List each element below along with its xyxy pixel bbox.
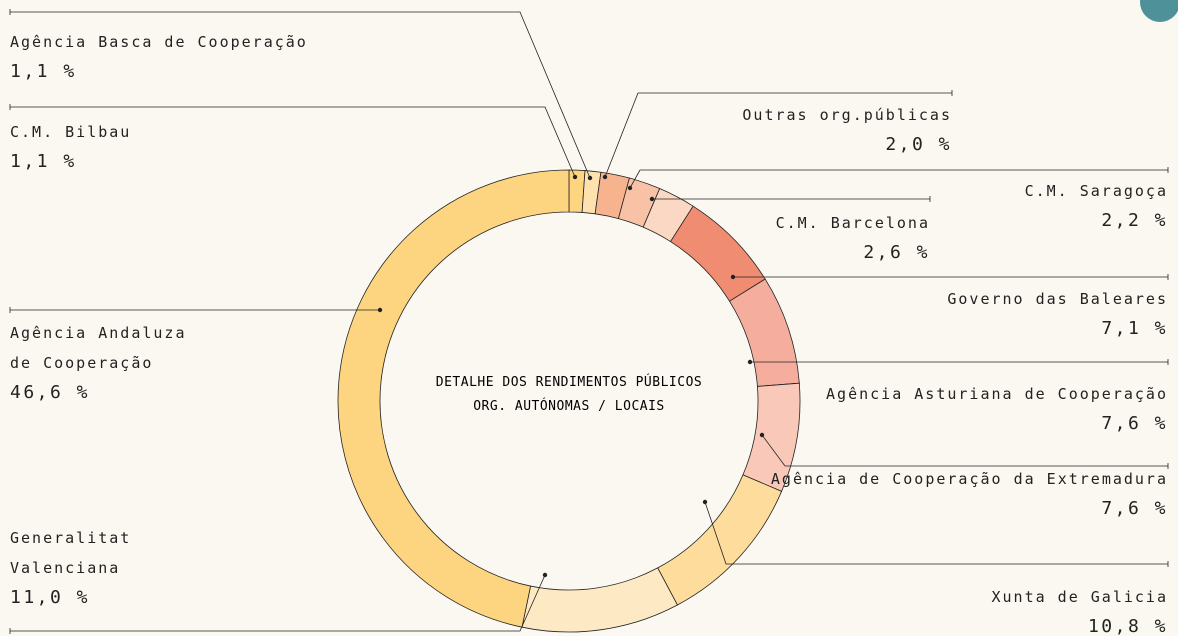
callout: Agência Andaluza de Cooperação 46,6 % <box>10 318 200 408</box>
leader-dot <box>572 174 578 180</box>
logo-blob <box>1140 0 1178 22</box>
callout: Xunta de Galicia 10,8 % <box>992 582 1169 636</box>
callout: Governo das Baleares 7,1 % <box>947 284 1168 344</box>
category-label: C.M. Barcelona <box>775 214 930 232</box>
donut-slice <box>337 169 570 628</box>
callout: Outras org.públicas 2,0 % <box>742 100 952 160</box>
leader-line <box>10 11 591 179</box>
leader-dot <box>747 359 753 365</box>
callout: Agência Basca de Cooperação 1,1 % <box>10 27 308 87</box>
callout: C.M. Saragoça 2,2 % <box>1025 176 1168 236</box>
callout: C.M. Barcelona 2,6 % <box>776 208 930 268</box>
value-label: 7,1 % <box>1101 318 1168 339</box>
chart-subtitle: ORG. AUTÓNOMAS / LOCAIS <box>473 398 665 414</box>
value-label: 2,6 % <box>863 242 930 263</box>
category-label: Agência Basca de Cooperação <box>10 33 308 51</box>
callout: Agência Asturiana de Cooperação 7,6 % <box>826 379 1168 439</box>
callout: Agência de Cooperação da Extremadura 7,6 … <box>771 464 1168 524</box>
leader-dot <box>702 499 708 505</box>
leader-dot <box>627 185 633 191</box>
leader-dot <box>602 174 608 180</box>
category-label: C.M. Bilbau <box>10 123 132 141</box>
donut-slice <box>728 278 800 387</box>
donut-slice <box>521 567 678 633</box>
leader-line <box>761 434 1168 467</box>
donut-slice <box>657 474 783 606</box>
donut-slice <box>669 205 766 302</box>
callout: C.M. Bilbau 1,1 % <box>10 117 131 177</box>
leader-dot <box>587 175 593 181</box>
value-label: 1,1 % <box>10 61 77 82</box>
leader-dot <box>730 274 736 280</box>
value-label: 10,8 % <box>1087 616 1168 636</box>
category-label: Agência Asturiana de Cooperação <box>826 385 1168 403</box>
leader-line <box>10 574 546 632</box>
value-label: 2,0 % <box>885 134 952 155</box>
leader-line <box>10 106 576 178</box>
category-label: Governo das Baleares <box>947 290 1168 308</box>
leader-dot <box>759 432 765 438</box>
callout: Generalitat Valenciana 11,0 % <box>10 523 160 613</box>
leader-dot <box>649 196 655 202</box>
leader-dot <box>542 572 548 578</box>
category-label: Generalitat Valenciana <box>10 529 132 577</box>
category-label: Agência de Cooperação da Extremadura <box>770 470 1168 488</box>
leader-line <box>704 501 1168 565</box>
leader-dot <box>377 307 383 313</box>
category-label: C.M. Saragoça <box>1024 182 1168 200</box>
category-label: Agência Andaluza de Cooperação <box>10 324 187 372</box>
category-label: Xunta de Galicia <box>991 588 1168 606</box>
value-label: 2,2 % <box>1101 210 1168 231</box>
value-label: 46,6 % <box>10 382 91 403</box>
category-label: Outras org.públicas <box>742 106 952 124</box>
value-label: 7,6 % <box>1101 413 1168 434</box>
leader-line <box>604 92 952 178</box>
value-label: 11,0 % <box>10 587 91 608</box>
value-label: 7,6 % <box>1101 498 1168 519</box>
value-label: 1,1 % <box>10 151 77 172</box>
leader-line <box>629 169 1168 189</box>
chart-title: DETALHE DOS RENDIMENTOS PÚBLICOS <box>436 374 702 390</box>
